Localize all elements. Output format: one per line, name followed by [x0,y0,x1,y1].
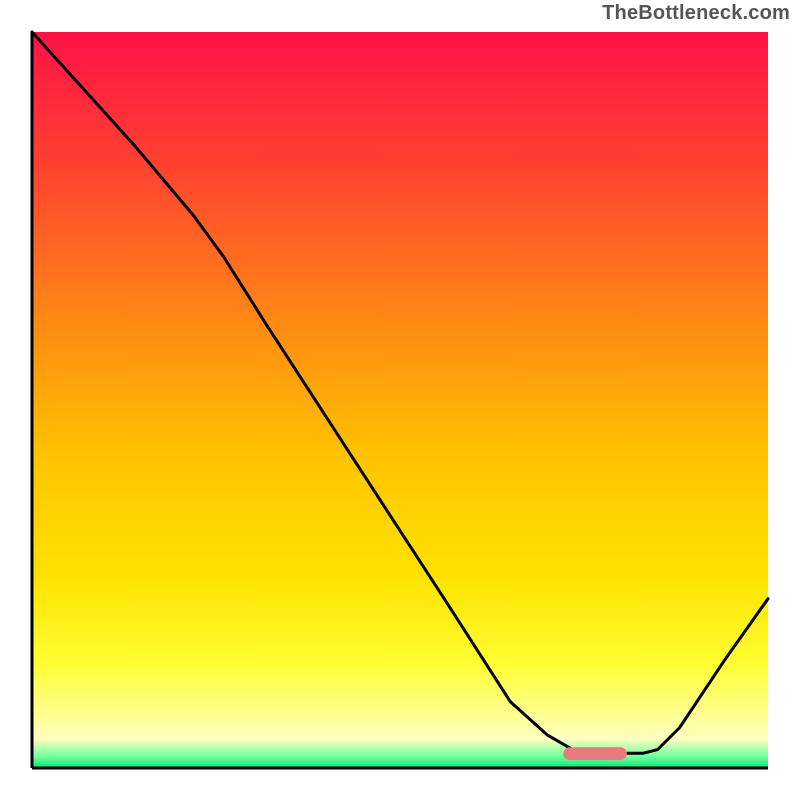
optimal-marker [564,748,627,760]
plot-background [32,32,768,768]
bottleneck-chart [0,0,800,800]
chart-stage: TheBottleneck.com [0,0,800,800]
watermark-text: TheBottleneck.com [602,2,790,25]
